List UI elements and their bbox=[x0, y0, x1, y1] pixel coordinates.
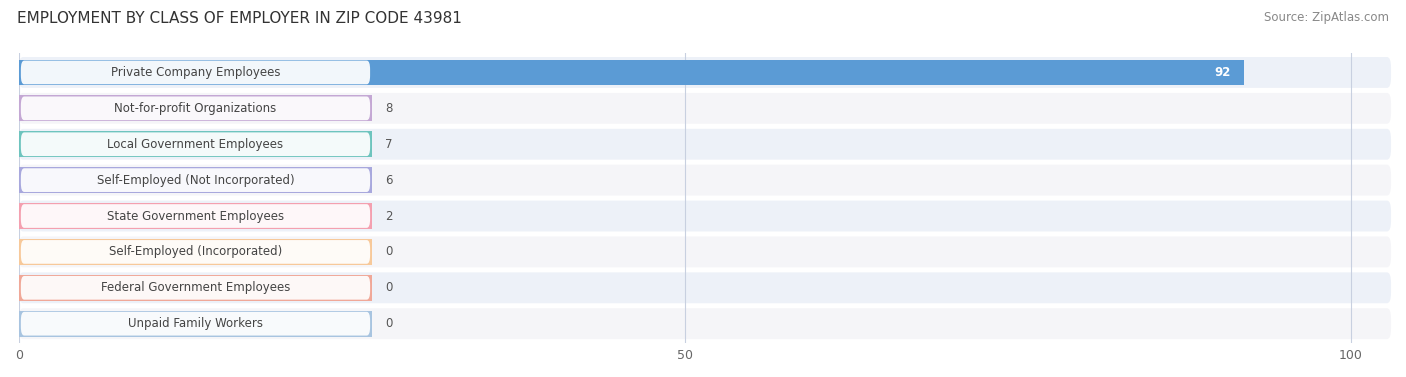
Bar bbox=[20, 203, 373, 229]
Bar bbox=[20, 311, 373, 337]
Text: 8: 8 bbox=[385, 102, 392, 115]
FancyBboxPatch shape bbox=[21, 312, 370, 336]
FancyBboxPatch shape bbox=[21, 276, 370, 300]
FancyBboxPatch shape bbox=[18, 165, 1391, 196]
Text: Federal Government Employees: Federal Government Employees bbox=[101, 281, 290, 294]
Text: 0: 0 bbox=[385, 281, 392, 294]
FancyBboxPatch shape bbox=[18, 236, 1391, 267]
FancyBboxPatch shape bbox=[21, 61, 370, 84]
Text: Source: ZipAtlas.com: Source: ZipAtlas.com bbox=[1264, 11, 1389, 24]
Text: Self-Employed (Incorporated): Self-Employed (Incorporated) bbox=[108, 245, 283, 258]
Text: 6: 6 bbox=[385, 174, 392, 187]
Text: EMPLOYMENT BY CLASS OF EMPLOYER IN ZIP CODE 43981: EMPLOYMENT BY CLASS OF EMPLOYER IN ZIP C… bbox=[17, 11, 461, 26]
FancyBboxPatch shape bbox=[18, 308, 1391, 339]
Text: 0: 0 bbox=[385, 317, 392, 330]
Text: Local Government Employees: Local Government Employees bbox=[107, 138, 284, 151]
Text: Self-Employed (Not Incorporated): Self-Employed (Not Incorporated) bbox=[97, 174, 294, 187]
Bar bbox=[20, 60, 1244, 85]
Text: 7: 7 bbox=[385, 138, 392, 151]
Text: State Government Employees: State Government Employees bbox=[107, 210, 284, 222]
Text: Private Company Employees: Private Company Employees bbox=[111, 66, 280, 79]
FancyBboxPatch shape bbox=[21, 97, 370, 120]
FancyBboxPatch shape bbox=[21, 168, 370, 192]
Text: 0: 0 bbox=[385, 245, 392, 258]
FancyBboxPatch shape bbox=[18, 201, 1391, 231]
FancyBboxPatch shape bbox=[21, 132, 370, 156]
Text: 92: 92 bbox=[1215, 66, 1232, 79]
FancyBboxPatch shape bbox=[21, 240, 370, 264]
Bar bbox=[20, 131, 373, 157]
FancyBboxPatch shape bbox=[18, 93, 1391, 124]
FancyBboxPatch shape bbox=[18, 272, 1391, 303]
FancyBboxPatch shape bbox=[18, 129, 1391, 160]
Bar bbox=[20, 167, 373, 193]
Bar bbox=[20, 95, 373, 121]
Bar bbox=[20, 275, 373, 301]
Text: 2: 2 bbox=[385, 210, 392, 222]
Text: Not-for-profit Organizations: Not-for-profit Organizations bbox=[114, 102, 277, 115]
FancyBboxPatch shape bbox=[18, 57, 1391, 88]
FancyBboxPatch shape bbox=[21, 204, 370, 228]
Bar bbox=[20, 239, 373, 265]
Text: Unpaid Family Workers: Unpaid Family Workers bbox=[128, 317, 263, 330]
